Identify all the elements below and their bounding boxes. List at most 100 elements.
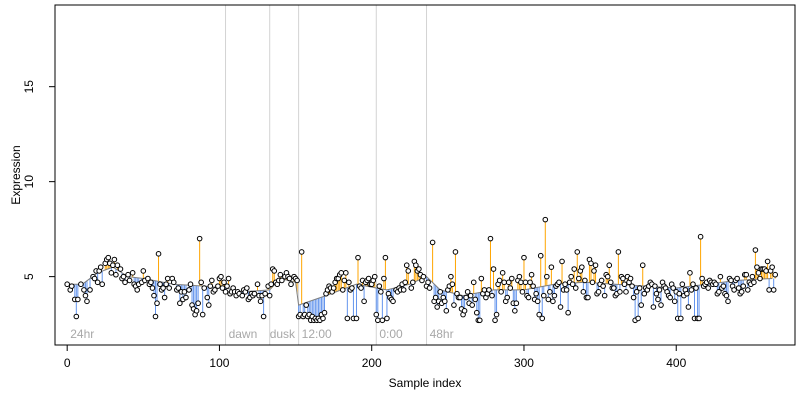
data-point [705, 285, 712, 291]
data-point [429, 239, 436, 246]
data-point [755, 270, 762, 276]
data-point [271, 268, 278, 274]
data-point [244, 285, 250, 291]
data-point [441, 298, 448, 305]
data-point [303, 302, 310, 308]
data-point [344, 315, 351, 322]
data-point [222, 289, 229, 295]
data-point [452, 249, 459, 255]
data-point [604, 273, 611, 280]
data-point [268, 281, 275, 288]
data-point [601, 292, 608, 299]
data-point [592, 262, 599, 269]
data-point [551, 292, 558, 299]
data-point [563, 287, 570, 293]
data-point [731, 287, 737, 293]
data-point [754, 264, 760, 270]
data-point [166, 285, 172, 291]
data-point [496, 277, 503, 284]
data-point [598, 277, 605, 284]
data-point [519, 289, 526, 295]
data-point [161, 294, 168, 301]
data-point [99, 281, 106, 288]
data-point [740, 283, 747, 289]
data-point [298, 249, 305, 255]
data-point [379, 317, 386, 324]
data-point [212, 287, 218, 293]
data-point [764, 258, 771, 265]
data-point [498, 289, 504, 295]
annotation-label: 24hr [70, 327, 94, 341]
data-point [521, 254, 527, 261]
data-point [547, 289, 553, 295]
data-point [294, 277, 300, 284]
data-point [493, 311, 500, 318]
data-point [650, 304, 657, 310]
data-point [633, 289, 640, 295]
data-point [734, 275, 740, 282]
data-point [443, 308, 450, 314]
data-point [195, 300, 201, 307]
annotation-label: dawn [229, 327, 258, 341]
data-point [78, 281, 84, 288]
data-point [254, 281, 261, 288]
data-point [579, 264, 585, 270]
data-point [260, 313, 267, 320]
data-point [420, 273, 427, 280]
data-point [545, 296, 552, 303]
data-point [490, 266, 497, 272]
data-point [629, 283, 635, 289]
data-point [346, 279, 352, 286]
data-point [221, 279, 227, 286]
data-point [437, 289, 444, 295]
data-point [770, 287, 777, 293]
data-point [653, 290, 660, 297]
data-point [550, 298, 556, 305]
data-point [615, 249, 622, 255]
data-point [288, 281, 294, 288]
data-point [91, 275, 98, 282]
data-point [239, 292, 246, 299]
data-point [687, 270, 693, 276]
data-point [408, 285, 415, 291]
data-point [97, 264, 104, 270]
data-point [536, 311, 542, 318]
data-point [696, 315, 702, 322]
data-point [181, 289, 188, 295]
data-point [690, 281, 696, 288]
data-point [477, 317, 483, 324]
data-point [160, 285, 166, 291]
data-point [595, 289, 602, 295]
data-point [457, 294, 463, 301]
y-tick-label: 5 [22, 273, 36, 280]
data-point [620, 275, 626, 282]
data-point [175, 285, 182, 291]
data-point [196, 235, 203, 242]
data-point [492, 317, 498, 324]
data-point [744, 287, 751, 293]
data-point [149, 285, 156, 291]
data-point [320, 315, 326, 322]
data-point [725, 298, 731, 305]
y-axis-title: Expression [9, 145, 23, 204]
data-point [279, 277, 285, 284]
data-point [685, 304, 692, 310]
data-point [225, 275, 232, 282]
data-point [569, 281, 576, 288]
x-tick-label: 100 [209, 356, 229, 370]
y-tick-label: 15 [22, 80, 36, 94]
data-point [155, 251, 162, 257]
data-point [464, 289, 471, 295]
data-point [365, 275, 372, 282]
data-point [330, 285, 337, 291]
data-point [638, 302, 645, 308]
data-point [489, 292, 495, 299]
data-point [556, 279, 562, 286]
x-axis: 0 100 200 300 400 [64, 344, 687, 370]
data-point [75, 296, 81, 303]
data-point [125, 271, 131, 278]
data-point [589, 279, 596, 286]
data-point [720, 283, 727, 289]
data-point [630, 294, 637, 301]
data-point [374, 317, 381, 324]
